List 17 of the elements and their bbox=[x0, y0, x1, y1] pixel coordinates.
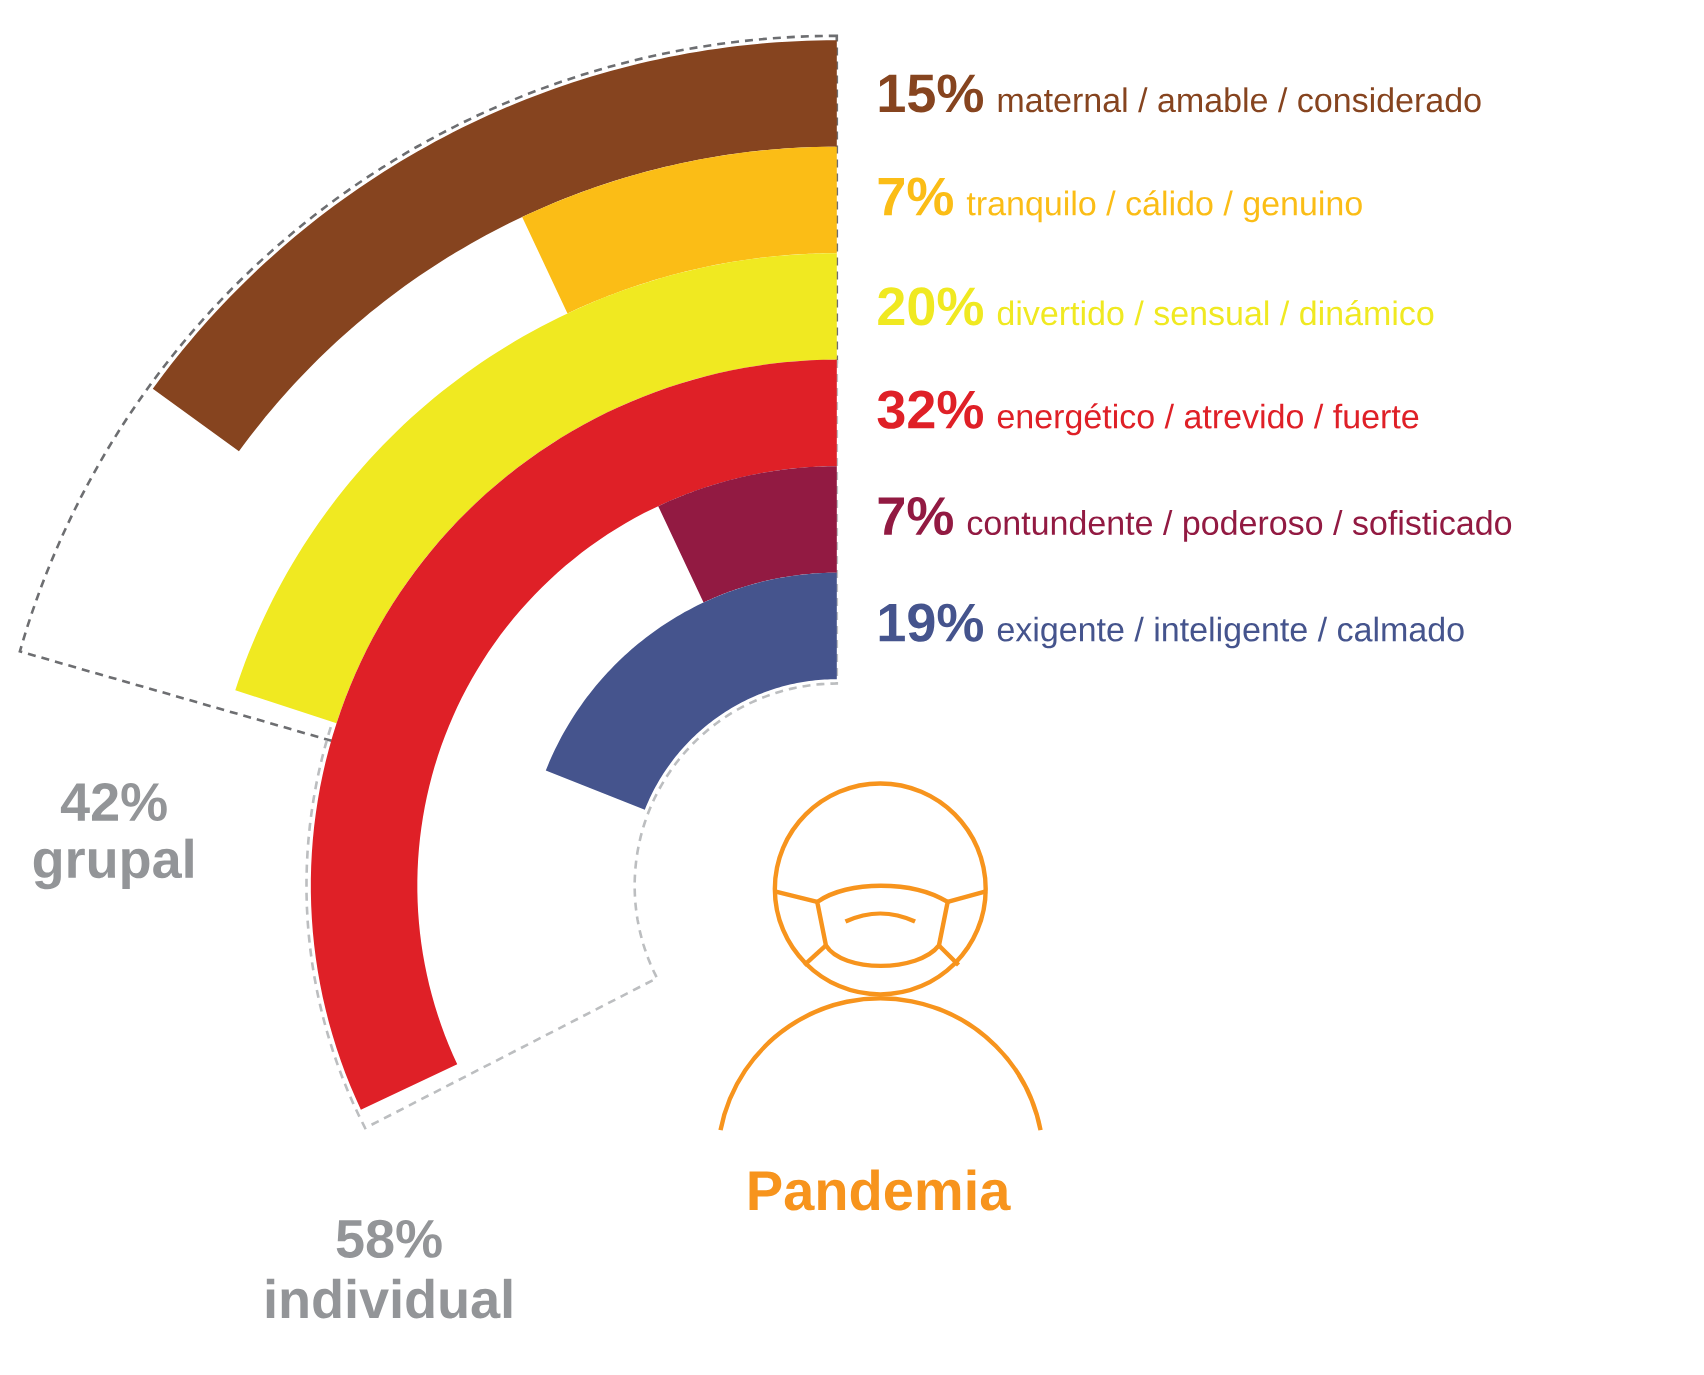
category-label: exigente / inteligente / calmado bbox=[997, 616, 1464, 649]
text: grupal bbox=[33, 838, 193, 890]
category-label: energético / atrevido / fuerte bbox=[997, 403, 1419, 436]
category-label: tranquilo / cálido / genuino bbox=[966, 190, 1362, 223]
category-label: maternal / amable / considerado bbox=[998, 87, 1481, 113]
data-label: 15% bbox=[879, 74, 983, 113]
category-label: divertido / sensual / dinámico bbox=[997, 300, 1434, 326]
data-label: 7% bbox=[878, 497, 953, 536]
data-label: 7% bbox=[878, 177, 953, 216]
data-label: 20% bbox=[878, 287, 983, 326]
data-label: 32% bbox=[877, 390, 983, 429]
text: Pandemia bbox=[749, 1169, 1011, 1211]
data-label: 19% bbox=[879, 603, 983, 642]
text: 58% bbox=[336, 1219, 442, 1259]
category-label: contundente / poderoso / sofisticado bbox=[967, 510, 1512, 542]
text: 42% bbox=[60, 783, 167, 822]
text: individual bbox=[266, 1278, 512, 1319]
